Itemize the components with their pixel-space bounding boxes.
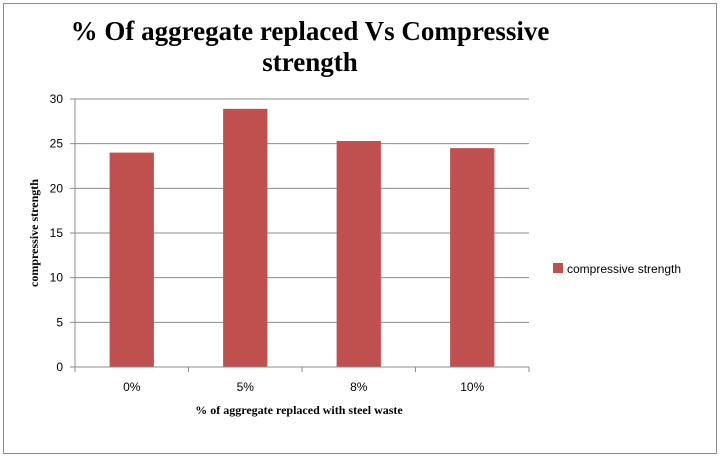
legend-label: compressive strength: [567, 262, 681, 276]
chart-title: % Of aggregate replaced Vs Compressive s…: [70, 16, 550, 77]
x-tick-label: 8%: [350, 380, 368, 394]
x-tick-label: 5%: [237, 380, 255, 394]
legend-swatch: [553, 263, 563, 273]
bar: [336, 140, 381, 367]
y-tick-label: 20: [50, 181, 64, 195]
bar: [223, 108, 268, 368]
y-tick-label: 25: [50, 137, 64, 151]
y-tick-label: 10: [50, 271, 64, 285]
y-tick-labels: 0 5 10 15 20 25 30: [50, 92, 75, 374]
bar: [109, 152, 154, 367]
y-tick-label: 15: [50, 226, 64, 240]
x-tick-labels: 0% 5% 8% 10%: [74, 367, 530, 394]
y-tick-label: 5: [56, 315, 63, 329]
x-tick-label: 0%: [123, 380, 141, 394]
y-axis-title: compressive strength: [27, 179, 41, 287]
x-axis-title: % of aggregate replaced with steel waste: [195, 403, 403, 417]
legend: compressive strength: [553, 262, 681, 276]
bars: [109, 108, 495, 368]
y-tick-label: 30: [50, 92, 64, 106]
x-tick-label: 10%: [460, 380, 484, 394]
y-tick-label: 0: [56, 360, 63, 374]
bar: [450, 148, 495, 367]
